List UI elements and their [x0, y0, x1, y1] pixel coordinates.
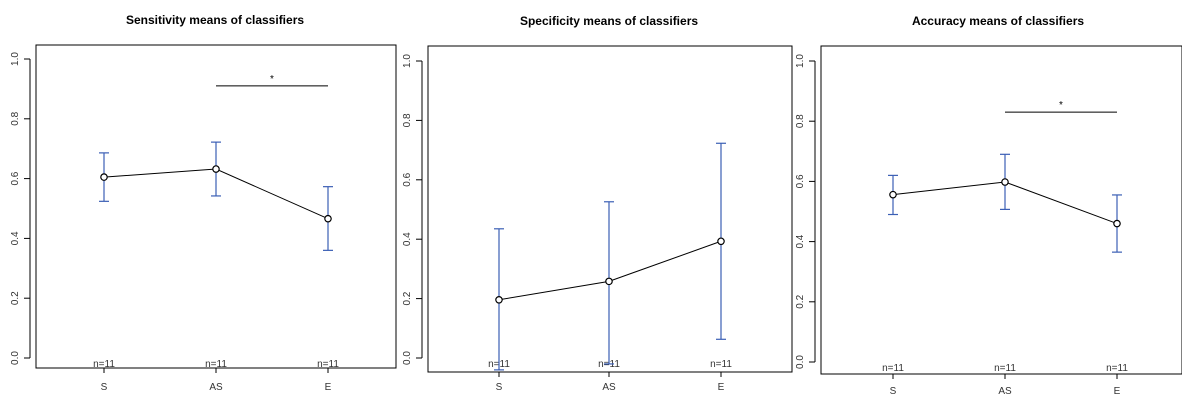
x-tick-label: E — [325, 382, 332, 393]
n-label: n=11 — [317, 359, 339, 370]
y-tick-label: 0.2 — [402, 291, 413, 305]
y-tick-label: 0.8 — [10, 111, 21, 125]
y-tick-label: 0.0 — [402, 351, 413, 365]
chart-title: Specificity means of classifiers — [520, 14, 698, 28]
n-label: n=11 — [710, 359, 732, 370]
y-tick-label: 0.8 — [795, 114, 806, 128]
x-tick-label: AS — [209, 382, 223, 393]
mean-point — [1001, 178, 1009, 186]
significance-star: * — [270, 74, 274, 85]
y-tick-label: 0.0 — [795, 355, 806, 369]
mean-line — [498, 240, 722, 301]
y-tick-label: 1.0 — [795, 54, 806, 68]
n-label: n=11 — [994, 363, 1016, 374]
y-tick-label: 0.0 — [10, 351, 21, 365]
x-tick-label: E — [718, 382, 725, 393]
chart-title: Accuracy means of classifiers — [912, 14, 1084, 28]
chart-panel-2: Specificity means of classifiers 0.0 0.2 0.… — [402, 14, 793, 393]
y-tick-label: 0.6 — [402, 172, 413, 186]
y-tick-label: 1.0 — [402, 54, 413, 68]
significance-star: * — [1059, 100, 1063, 111]
n-label: n=11 — [1106, 363, 1128, 374]
mean-point — [717, 237, 725, 246]
plot-frame — [427, 45, 793, 373]
mean-point — [889, 190, 897, 199]
mean-point — [605, 277, 613, 286]
n-label: n=11 — [882, 363, 904, 374]
chart-panel-3: Accuracy means of classifiers 0.0 0.2 0.4 0.… — [795, 14, 1182, 394]
plot-frame — [820, 45, 1182, 375]
chart-panel-1: Sensitivity means of classifiers 0.0 0.2 0.… — [10, 13, 397, 393]
y-tick-label: 0.6 — [795, 174, 806, 188]
plot-frame — [35, 44, 397, 369]
x-tick-label: AS — [602, 382, 616, 393]
y-tick-label: 0.8 — [402, 113, 413, 127]
mean-point — [1113, 219, 1121, 228]
y-tick-label: 0.2 — [795, 294, 806, 308]
n-label: n=11 — [93, 359, 115, 370]
mean-point — [212, 165, 220, 173]
y-tick-label: 0.4 — [402, 232, 413, 246]
n-label: n=11 — [205, 359, 227, 370]
mean-point — [495, 295, 503, 304]
x-tick-label: S — [101, 382, 108, 393]
x-tick-label: E — [1114, 386, 1121, 394]
y-tick-label: 0.4 — [795, 234, 806, 248]
y-tick-label: 0.4 — [10, 231, 21, 245]
y-tick-label: 0.6 — [10, 171, 21, 185]
x-tick-label: S — [890, 386, 897, 394]
mean-point — [100, 173, 108, 181]
x-tick-label: AS — [998, 386, 1012, 394]
mean-point — [324, 214, 332, 223]
y-tick-label: 1.0 — [10, 52, 21, 66]
y-tick-label: 0.2 — [10, 291, 21, 305]
x-tick-label: S — [496, 382, 503, 393]
chart-title: Sensitivity means of classifiers — [126, 13, 304, 27]
